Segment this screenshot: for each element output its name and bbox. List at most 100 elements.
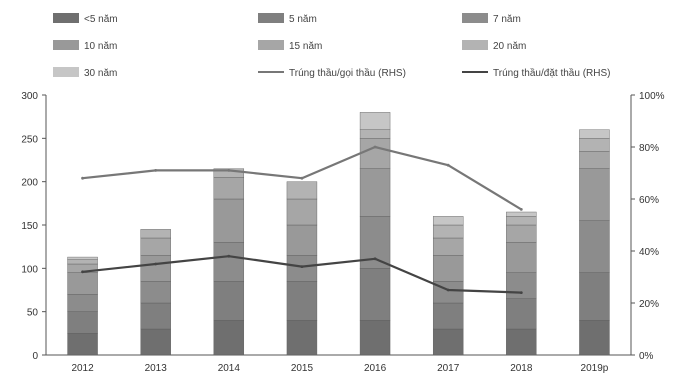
bar-segment <box>67 272 98 295</box>
bar-segment <box>432 302 464 330</box>
y-right-tick-label: 80% <box>639 143 659 154</box>
bar-segment <box>579 320 610 356</box>
bar-segment <box>359 268 391 321</box>
y-left-tick-label: 200 <box>21 178 38 189</box>
legend-swatch <box>258 40 284 50</box>
bar-segment <box>213 320 245 356</box>
ratio-line-point <box>373 257 377 261</box>
y-left-tick-label: 150 <box>21 221 38 232</box>
bar-segment <box>67 294 98 312</box>
ratio-line-point <box>300 265 304 268</box>
bar-segment <box>140 281 171 304</box>
ratio-line-point <box>227 169 231 172</box>
legend-label: Trúng thầu/đặt thầu (RHS) <box>493 67 610 79</box>
ratio-line-point <box>154 262 158 266</box>
legend-label: 7 năm <box>493 14 521 25</box>
bar-segment <box>579 168 610 221</box>
ratio-line-point <box>373 145 377 149</box>
y-left-tick-label: 300 <box>21 91 38 102</box>
bar-segment <box>432 328 464 356</box>
legend-label: 15 năm <box>289 41 322 52</box>
bar-segment <box>506 224 537 243</box>
x-tick-label: 2012 <box>71 363 94 374</box>
legend-label: <5 năm <box>84 14 118 25</box>
bar-segment <box>579 138 610 152</box>
ratio-line-point <box>519 291 523 294</box>
bar-segment <box>140 237 171 256</box>
legend-label: 30 năm <box>84 68 117 79</box>
bar-segment <box>579 272 610 321</box>
legend-swatch <box>53 13 79 23</box>
bar-segment <box>286 320 318 356</box>
bar-segment <box>359 138 391 169</box>
x-tick-label: 2019p <box>581 363 609 374</box>
bar-segment <box>579 220 610 273</box>
x-tick-label: 2017 <box>437 363 460 374</box>
bar-segment <box>286 181 318 200</box>
bar-segment <box>432 237 464 256</box>
bar-segment <box>506 298 537 330</box>
x-tick-label: 2016 <box>364 363 387 374</box>
bar-segment <box>286 224 318 256</box>
bar-segment <box>506 242 537 273</box>
y-left-tick-label: 50 <box>27 308 39 319</box>
bar-segment <box>286 198 318 226</box>
ratio-line-point <box>300 176 304 180</box>
legend-swatch <box>462 13 488 23</box>
legend-swatch <box>462 40 488 50</box>
bar-segment <box>140 302 171 330</box>
x-tick-label: 2014 <box>218 363 241 374</box>
ratio-line-point <box>81 270 84 274</box>
bar-segment <box>286 281 318 321</box>
bar-segment <box>213 198 245 243</box>
bar-segment <box>506 328 537 356</box>
y-right-tick-label: 100% <box>639 91 665 102</box>
legend-swatch <box>258 13 284 23</box>
bar-segment <box>286 255 318 282</box>
bar-segment <box>67 311 98 334</box>
bar-segment <box>506 216 537 226</box>
ratio-line-point <box>81 176 84 180</box>
bar-segment <box>67 256 98 260</box>
ratio-line-point <box>154 169 158 172</box>
bar-segment <box>140 328 171 356</box>
bar-segment <box>579 151 610 169</box>
bar-segment <box>140 255 171 282</box>
legend-label: 10 năm <box>84 41 117 52</box>
ratio-line-point <box>519 208 523 211</box>
ratio-line-point <box>446 288 450 292</box>
bar-segment <box>579 129 610 139</box>
bar-segment <box>432 216 464 226</box>
bar-segment <box>213 242 245 282</box>
legend-label: Trúng thầu/gọi thầu (RHS) <box>289 67 406 79</box>
bar-segment <box>506 272 537 299</box>
bar-segment <box>359 320 391 356</box>
bar-segment <box>67 333 98 356</box>
bar-segment <box>432 255 464 282</box>
legend-label: 20 năm <box>493 41 526 52</box>
x-tick-label: 2018 <box>510 363 533 374</box>
bar-segment <box>67 259 98 265</box>
bar-segment <box>506 211 537 217</box>
bar-segment <box>359 112 391 130</box>
bar-segment <box>359 129 391 139</box>
y-left-tick-label: 100 <box>21 264 38 275</box>
legend-swatch <box>53 67 79 77</box>
x-tick-label: 2015 <box>291 363 314 374</box>
ratio-line-point <box>227 254 231 258</box>
y-right-tick-label: 0% <box>639 351 654 362</box>
y-right-tick-label: 40% <box>639 247 659 258</box>
bar-segment <box>359 168 391 217</box>
ratio-line-point <box>446 163 450 167</box>
y-left-tick-label: 250 <box>21 134 38 145</box>
y-left-tick-label: 0 <box>32 351 38 362</box>
bar-segment <box>140 229 171 239</box>
y-right-tick-label: 60% <box>639 195 659 206</box>
y-right-tick-label: 20% <box>639 299 659 310</box>
bar-segment <box>213 177 245 200</box>
bar-segment <box>432 224 464 239</box>
legend-label: 5 năm <box>289 14 317 25</box>
x-tick-label: 2013 <box>145 363 168 374</box>
